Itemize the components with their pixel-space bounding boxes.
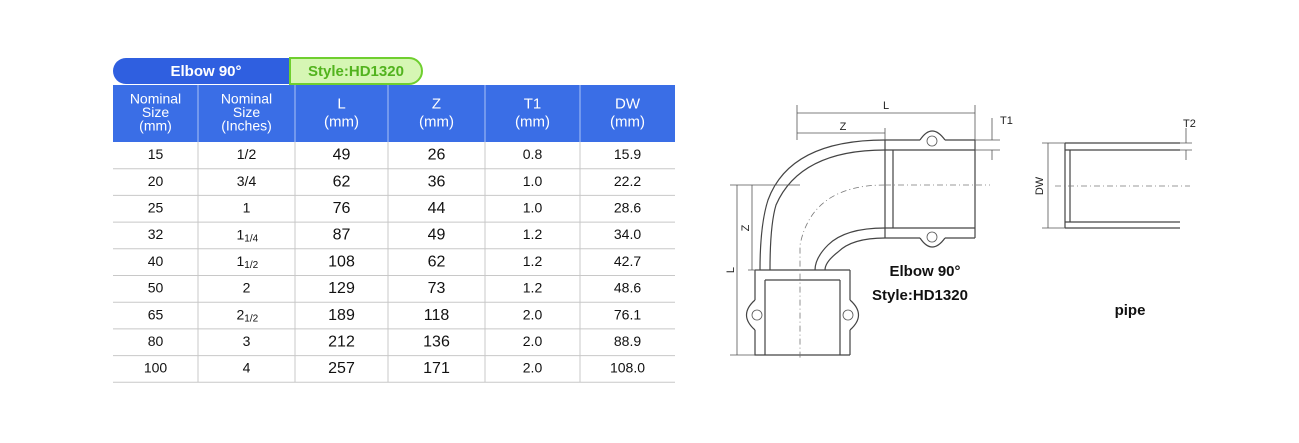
header-cell: (mm): [419, 113, 454, 130]
table: NominalSize(mm)NominalSize(Inches)L(mm)Z…: [113, 85, 675, 383]
table-cell: 80: [148, 333, 164, 349]
pipe-caption: pipe: [1115, 302, 1146, 319]
table-cell: 108.0: [610, 360, 645, 376]
header-cell: L: [337, 95, 345, 112]
table-cell: 171: [423, 360, 450, 377]
table-cell: 32: [148, 226, 164, 242]
table-cell: 40: [148, 253, 164, 269]
table-cell: 3: [243, 333, 251, 349]
table-cell: 48.6: [614, 280, 641, 296]
header-cell: Size: [142, 104, 169, 120]
header-cell: (mm): [610, 113, 645, 130]
whole-part: 1: [237, 226, 245, 242]
title-tab: [113, 58, 290, 84]
table-cell: 25: [148, 199, 164, 215]
table-cell: 15.9: [614, 146, 641, 162]
table-cell: 28.6: [614, 199, 641, 215]
table-cell: 1.2: [523, 226, 543, 242]
dim-label: Z: [740, 224, 752, 231]
table-cell: 100: [144, 360, 168, 376]
table-cell: 2.0: [523, 360, 543, 376]
header-cell: Nominal: [221, 91, 272, 107]
table-cell: 2: [243, 280, 251, 296]
dim-label: T1: [1000, 115, 1013, 127]
table-cell: 4: [243, 360, 251, 376]
header-cell: Nominal: [130, 91, 181, 107]
fraction-part: 1/4: [244, 233, 258, 244]
table-cell: 62: [428, 253, 446, 270]
elbow-caption: Elbow 90°: [889, 263, 960, 280]
header-cell: (Inches): [221, 118, 272, 134]
table-cell: 76: [333, 200, 351, 217]
table-cell: 22.2: [614, 173, 641, 189]
header-cell: (mm): [515, 113, 550, 130]
table-cell: 1.0: [523, 199, 543, 215]
table-cell: 15: [148, 146, 164, 162]
table-cell: 189: [328, 307, 355, 324]
table-cell: 1.2: [523, 253, 543, 269]
style-tab: [289, 57, 423, 85]
header-cell: Size: [233, 104, 260, 120]
table-cell: 49: [428, 227, 446, 244]
table-cell: 65: [148, 306, 164, 322]
table-cell: 108: [328, 253, 355, 270]
table-cell: 73: [428, 280, 446, 297]
table-style: Style:HD1320: [308, 63, 404, 80]
dim-label: DW: [1034, 176, 1046, 195]
table-cell: 2.0: [523, 333, 543, 349]
fraction-part: 1/2: [244, 260, 258, 271]
table-cell: 26: [428, 147, 446, 164]
whole-part: 2: [237, 306, 245, 322]
header-cell: T1: [524, 95, 542, 112]
pipe-drawing: DW T2 pipe: [1034, 118, 1196, 319]
table-cell: 21/2: [237, 306, 259, 324]
fraction-part: 1/2: [244, 313, 258, 324]
dim-label: L: [725, 267, 737, 273]
dim-label: T2: [1183, 118, 1196, 130]
table-cell: 49: [333, 147, 351, 164]
table-cell: 87: [333, 227, 351, 244]
dim-label: Z: [840, 121, 847, 133]
header-cell: (mm): [139, 118, 172, 134]
header-cell: Z: [432, 95, 441, 112]
header-cell: DW: [615, 95, 641, 112]
elbow-drawing: L Z T1 L Z Elbow 90° Style:HD1320: [725, 100, 1013, 360]
table-cell: 36: [428, 173, 446, 190]
table-cell: 0.8: [523, 146, 543, 162]
table-cell: 62: [333, 173, 351, 190]
table-cell: 1.0: [523, 173, 543, 189]
dim-label: L: [883, 100, 889, 112]
table-cell: 34.0: [614, 226, 641, 242]
table-cell: 118: [424, 307, 450, 324]
table-cell: 11/4: [237, 226, 259, 244]
whole-part: 1: [237, 253, 245, 269]
table-cell: 136: [423, 333, 450, 350]
table-cell: 1/2: [237, 146, 257, 162]
table-cell: 42.7: [614, 253, 641, 269]
table-cell: 1: [243, 199, 251, 215]
table-cell: 50: [148, 280, 164, 296]
table-cell: 257: [328, 360, 355, 377]
table-cell: 1.2: [523, 280, 543, 296]
header-row: [113, 85, 675, 142]
table-cell: 212: [328, 333, 355, 350]
table-cell: 2.0: [523, 306, 543, 322]
elbow-style: Style:HD1320: [872, 287, 968, 304]
table-title: Elbow 90°: [170, 63, 241, 80]
table-cell: 3/4: [237, 173, 257, 189]
header-cell: (mm): [324, 113, 359, 130]
table-cell: 44: [428, 200, 446, 217]
table-cell: 11/2: [237, 253, 259, 271]
table-cell: 88.9: [614, 333, 641, 349]
table-cell: 76.1: [614, 306, 641, 322]
table-cell: 129: [328, 280, 355, 297]
table-cell: 20: [148, 173, 164, 189]
